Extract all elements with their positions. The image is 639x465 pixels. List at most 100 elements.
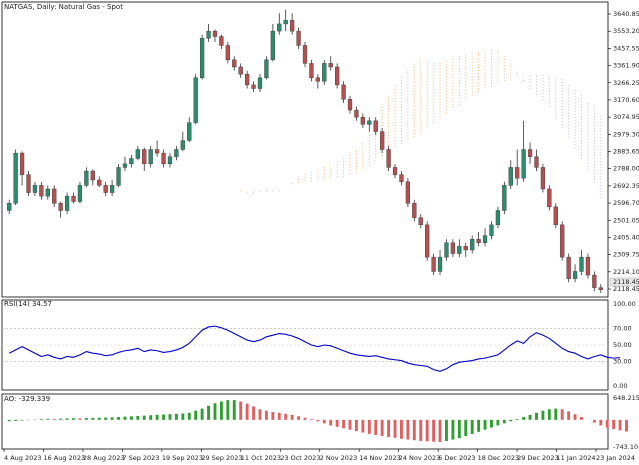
price-tick-label: 2118.45 [613, 285, 639, 293]
candle-body [52, 188, 57, 204]
candle-body [13, 152, 18, 204]
price-tick-label: 2405.40 [613, 233, 639, 241]
candle-body [444, 242, 449, 258]
candle-body [180, 140, 185, 150]
candle-body [109, 185, 115, 193]
candle-body [71, 195, 76, 202]
candle-body [482, 235, 488, 243]
candle-body [26, 174, 31, 193]
candle-body [58, 203, 63, 211]
candle-body [534, 156, 539, 168]
candle-body [457, 246, 462, 254]
candle-body [7, 203, 12, 211]
candle-body [354, 109, 359, 118]
rsi-pane-frame [1, 299, 609, 391]
candle-body [129, 158, 134, 165]
ao-tick-label: 648.215 [613, 394, 639, 402]
candle-body [315, 77, 320, 82]
candle-body [437, 256, 443, 272]
rsi-tick-label: 100.00 [613, 300, 636, 308]
candle-body [476, 238, 481, 243]
price-tick-label: 3640.85 [613, 10, 639, 18]
date-tick-label: 6 Dec 2023 [438, 454, 475, 462]
candle-body [399, 174, 404, 182]
candle-body [367, 120, 372, 125]
candle-body [405, 181, 411, 204]
price-tick-label: 2501.05 [613, 216, 639, 224]
date-tick-label: 18 Dec 2023 [478, 454, 520, 462]
candle-body [592, 274, 597, 288]
candle-body [328, 63, 333, 68]
candle-body [264, 59, 269, 78]
candle-body [412, 203, 417, 218]
candle-body [380, 131, 385, 150]
ao-pane-frame [1, 393, 609, 450]
date-tick-label: 24 Nov 2023 [399, 454, 441, 462]
candle-body [167, 156, 173, 165]
candle-body [277, 23, 282, 32]
price-tick-label: 2883.65 [613, 148, 639, 156]
price-tick-label: 2788.00 [613, 165, 639, 173]
date-tick-label: 2 Nov 2023 [320, 454, 358, 462]
candle-body [39, 185, 44, 197]
date-tick-label: 23 Jan 2024 [596, 454, 635, 462]
candle-body [335, 66, 340, 86]
candle-body [386, 149, 391, 168]
candle-body [296, 30, 301, 46]
price-tick-label: 3553.20 [613, 27, 639, 35]
candle-body [244, 73, 250, 86]
date-tick-label: 11 Jan 2024 [557, 454, 596, 462]
candle-body [553, 206, 558, 226]
candle-body [19, 152, 25, 175]
candle-body [154, 149, 160, 154]
price-tick-label: 3457.55 [613, 44, 639, 52]
price-tick-label: 2979.30 [613, 130, 639, 138]
candle-body [64, 195, 70, 211]
candle-body [360, 117, 365, 125]
ao-title: AO: -329.339 [4, 395, 50, 403]
price-pane-frame [1, 1, 609, 298]
candle-body [219, 36, 224, 46]
candle-body [174, 149, 179, 157]
candle-body [515, 167, 520, 179]
price-tick-label: 2596.70 [613, 199, 639, 207]
price-tick-label: 3361.90 [613, 62, 639, 70]
candle-body [199, 38, 205, 78]
date-tick-label: 28 Aug 2023 [83, 454, 125, 462]
date-tick-label: 16 Aug 2023 [43, 454, 85, 462]
candle-body [463, 246, 468, 251]
main-title: NATGAS, Daily: Natural Gas - Spot [4, 3, 123, 11]
candle-body [90, 170, 95, 181]
date-tick-label: 14 Nov 2023 [359, 454, 401, 462]
last-price-box [609, 277, 639, 287]
candle-body [392, 167, 398, 175]
candle-body [77, 185, 83, 202]
candle-body [495, 210, 501, 226]
candle-body [32, 185, 38, 193]
candle-body [470, 238, 475, 251]
rsi-tick-label: 50.00 [613, 341, 632, 349]
price-tick-label: 3170.60 [613, 96, 639, 104]
date-tick-label: 29 Dec 2023 [517, 454, 559, 462]
candle-body [225, 45, 230, 61]
date-tick-label: 11 Oct 2023 [241, 454, 281, 462]
candle-body [84, 170, 89, 186]
candle-body [148, 149, 153, 165]
candle-body [508, 167, 513, 186]
date-tick-label: 23 Oct 2023 [280, 454, 320, 462]
candle-body [206, 30, 211, 39]
candle-body [579, 256, 584, 272]
candle-body [302, 45, 308, 64]
candle-body [257, 77, 263, 89]
price-tick-label: 2309.75 [613, 251, 639, 259]
candle-body [142, 149, 147, 165]
candle-body [489, 224, 494, 236]
candle-body [572, 271, 578, 279]
candle-body [309, 63, 314, 78]
price-tick-label: 3266.25 [613, 79, 639, 87]
rsi-tick-label: 30.00 [613, 357, 632, 365]
candle-body [450, 242, 456, 254]
candle-body [270, 30, 275, 61]
candle-body [103, 185, 108, 193]
